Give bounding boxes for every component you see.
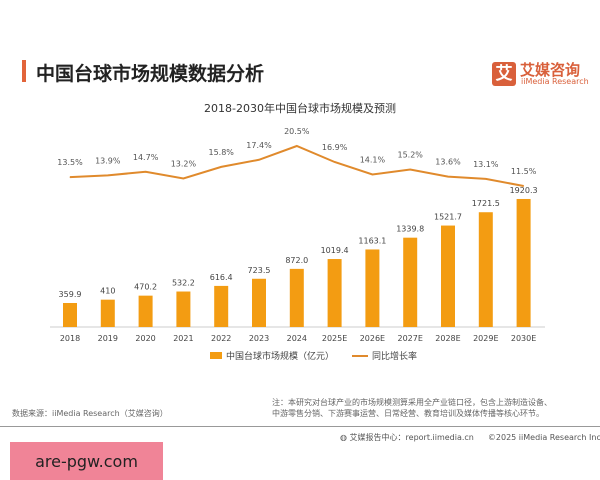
x-tick-label: 2028E [435,334,460,343]
logo-text: 艾媒咨询 [520,61,581,79]
report-center: 艾媒报告中心：report.iimedia.cn [349,433,474,442]
x-tick-label: 2023 [249,334,269,343]
x-tick-label: 2021 [173,334,193,343]
line-label: 14.7% [133,153,159,162]
bar [176,291,191,327]
legend-item-line: 同比增长率 [352,349,417,362]
note-line-2: 中游零售分销、下游赛事运营、日常经营、教育培训及媒体传播等核心环节。 [272,409,544,418]
bar-label: 1721.5 [472,199,500,208]
bar [138,295,153,327]
logo-icon: 艾 [492,62,516,86]
bar-label: 470.2 [134,283,157,292]
footer: ◍ 艾媒报告中心：report.iimedia.cn ©2025 iiMedia … [340,432,600,443]
bar-label: 532.2 [172,279,195,288]
x-tick-label: 2019 [98,334,118,343]
chart: 359.9 2018 410 2019 470.2 2020 532.2 2021 616.4 2… [50,127,545,343]
note: 注：本研究对台球产业的市场规模测算采用全产业链口径，包含上游制造设备、 中游零售分… [272,397,552,419]
line-label: 13.6% [435,158,461,167]
x-tick-label: 2030E [511,334,536,343]
line-label: 14.1% [360,155,386,164]
x-tick-label: 2026E [360,334,385,343]
x-tick-label: 2025E [322,334,347,343]
bar [403,237,418,327]
line-point [258,159,260,161]
line-point [409,169,411,171]
x-tick-label: 2027E [397,334,422,343]
bar [252,278,266,327]
logo-subtext: iiMedia Research [521,77,589,86]
line-label: 13.9% [95,156,121,165]
legend-swatch-bar [210,352,222,359]
bar-label: 616.4 [210,273,233,282]
bar [63,303,77,327]
x-tick-label: 2024 [287,334,307,343]
line-point [69,176,71,178]
bar-label: 359.9 [59,290,82,299]
bar [478,212,493,327]
legend-swatch-line [352,354,369,357]
line-label: 20.5% [284,127,310,136]
line-point [296,145,298,147]
legend-label-bar: 中国台球市场规模（亿元） [226,352,335,362]
legend-label-line: 同比增长率 [372,352,418,362]
bar [516,198,531,327]
divider [0,426,600,427]
bar-label: 410 [100,287,115,296]
bar [327,259,342,327]
x-tick-label: 2029E [473,334,498,343]
line-point [145,171,147,173]
line-label: 16.9% [322,143,348,152]
bar-label: 1521.7 [434,213,462,222]
line-label: 13.1% [473,160,499,169]
line-point [371,173,373,175]
line-point [485,178,487,180]
title-accent-bar [22,60,26,82]
bar [289,268,304,327]
legend: 中国台球市场规模（亿元） 同比增长率 [210,349,417,362]
x-tick-label: 2022 [211,334,231,343]
bar-label: 723.5 [248,266,271,275]
line-point [182,177,184,179]
data-source: 数据来源：iiMedia Research（艾媒咨询） [12,409,168,418]
bar [100,299,115,327]
line-point [523,185,525,187]
bar [365,249,380,327]
bar [214,285,229,327]
bar-label: 1920.3 [510,186,538,195]
note-line-1: 注：本研究对台球产业的市场规模测算采用全产业链口径，包含上游制造设备、 [272,398,552,407]
line-point [220,166,222,168]
line-point [107,174,109,176]
line-label: 17.4% [246,141,272,150]
legend-item-bar: 中国台球市场规模（亿元） [210,349,334,362]
line-label: 15.8% [208,148,234,157]
page-title: 中国台球市场规模数据分析 [36,63,265,85]
line-point [334,161,336,163]
line-point [447,176,449,178]
bar-label: 1339.8 [396,225,424,234]
bar-label: 872.0 [285,256,308,265]
watermark: are-pgw.com [10,442,163,480]
bar-label: 1163.1 [358,236,386,245]
copyright: ©2025 iiMedia Research Inc [487,433,600,442]
globe-icon: ◍ [340,433,350,442]
x-tick-label: 2018 [60,334,80,343]
x-tick-label: 2020 [135,334,155,343]
line-label: 15.2% [397,151,423,160]
line-label: 13.5% [57,158,83,167]
chart-title: 2018-2030年中国台球市场规模及预测 [204,102,396,115]
line-label: 11.5% [511,167,537,176]
line-label: 13.2% [171,159,197,168]
bar-label: 1019.4 [321,246,349,255]
bar [441,225,455,327]
